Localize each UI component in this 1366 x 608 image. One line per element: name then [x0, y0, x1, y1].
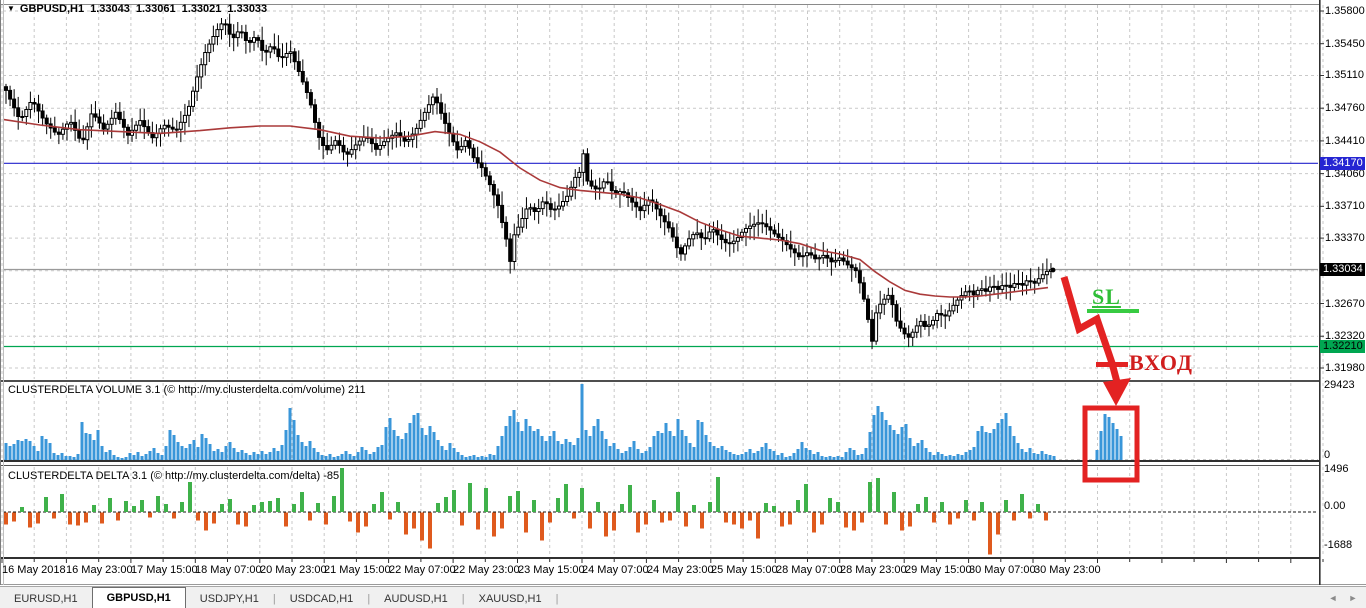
- chart-tab-eurusd[interactable]: EURUSD,H1: [14, 593, 78, 605]
- tab-separator: |: [555, 593, 559, 605]
- symbol-label: GBPUSD,H1: [19, 3, 85, 15]
- time-axis-label: 20 May 23:00: [260, 564, 327, 576]
- volume-indicator-label: CLUSTERDELTA VOLUME 3.1 (© http://my.clu…: [8, 384, 366, 396]
- chart-canvas[interactable]: [0, 0, 1366, 586]
- delta-indicator-label: CLUSTERDELTA DELTA 3.1 (© http://my.clus…: [8, 470, 340, 482]
- price-badge: 1.33034: [1320, 263, 1365, 276]
- time-axis-label: 21 May 15:00: [324, 564, 391, 576]
- delta-indicator-value: -85: [323, 470, 340, 482]
- stop-loss-label: SL: [1092, 284, 1121, 309]
- price-axis-label: 1.35110: [1325, 69, 1364, 81]
- time-axis-label: 30 May 23:00: [1034, 564, 1101, 576]
- chart-tab-usdcad[interactable]: USDCAD,H1: [289, 593, 354, 605]
- chart-tab-audusd[interactable]: AUDUSD,H1: [384, 593, 448, 605]
- tab-separator: |: [272, 593, 276, 605]
- indicator-scale-label: 29423: [1324, 379, 1355, 391]
- chart-tab-usdjpy[interactable]: USDJPY,H1: [199, 593, 259, 605]
- price-badge: 1.34170: [1320, 157, 1365, 170]
- time-axis-label: 22 May 23:00: [453, 564, 520, 576]
- time-axis-label: 30 May 07:00: [969, 564, 1036, 576]
- time-axis-label: 24 May 07:00: [582, 564, 649, 576]
- price-axis-label: 1.34060: [1325, 168, 1365, 180]
- chevron-down-icon[interactable]: ▼: [7, 4, 15, 13]
- tab-separator: |: [367, 593, 371, 605]
- time-axis-label: 18 May 07:00: [195, 564, 262, 576]
- price-axis-label: 1.32670: [1325, 298, 1365, 310]
- price-axis-label: 1.35800: [1325, 5, 1365, 17]
- time-axis-label: 17 May 15:00: [131, 564, 198, 576]
- price-axis-label: 1.35450: [1325, 38, 1365, 50]
- price-axis-label: 1.31980: [1325, 362, 1365, 374]
- ohlc-close: 1.33033: [227, 3, 268, 15]
- entry-label: ВХОД: [1129, 350, 1194, 375]
- time-axis-label: 28 May 07:00: [776, 564, 843, 576]
- time-axis-label: 25 May 15:00: [711, 564, 778, 576]
- tab-scroll-left-icon[interactable]: ◄: [1328, 593, 1338, 603]
- price-axis-label: 1.32320: [1325, 330, 1365, 342]
- price-badge: 1.32210: [1320, 340, 1365, 353]
- indicator-scale-label: 1496: [1324, 463, 1349, 475]
- tab-scroll-right-icon[interactable]: ►: [1348, 593, 1358, 603]
- indicator-scale-label: 0.00: [1324, 500, 1346, 512]
- price-axis-label: 1.34760: [1325, 102, 1365, 114]
- price-axis-label: 1.33370: [1325, 232, 1365, 244]
- price-axis-label: 1.34410: [1325, 135, 1365, 147]
- time-axis-label: 29 May 15:00: [905, 564, 972, 576]
- time-axis-label: 16 May 23:00: [66, 564, 133, 576]
- time-axis-label: 23 May 15:00: [518, 564, 585, 576]
- price-axis-label: 1.33710: [1325, 200, 1365, 212]
- tab-separator: |: [461, 593, 465, 605]
- chart-tab-gbpusd[interactable]: GBPUSD,H1: [91, 587, 186, 608]
- time-axis-label: 24 May 23:00: [647, 564, 714, 576]
- time-axis-label: 16 May 2018: [2, 564, 66, 576]
- indicator-scale-label: 0: [1324, 449, 1331, 461]
- chart-title[interactable]: ▼ GBPUSD,H1 1.33043 1.33061 1.33021 1.33033: [7, 3, 267, 15]
- indicator-scale-label: -1688: [1324, 539, 1353, 551]
- ohlc-open: 1.33043: [90, 3, 130, 15]
- chart-tab-bar: ◄ ► EURUSD,H1 GBPUSD,H1 USDJPY,H1 | USDCAD,H…: [0, 586, 1366, 608]
- ohlc-low: 1.33021: [181, 3, 222, 15]
- time-axis-label: 28 May 23:00: [840, 564, 907, 576]
- ohlc-high: 1.33061: [135, 3, 176, 15]
- time-axis-label: 22 May 07:00: [389, 564, 456, 576]
- chart-tab-xauusd[interactable]: XAUUSD,H1: [478, 593, 542, 605]
- volume-indicator-value: 211: [348, 384, 366, 396]
